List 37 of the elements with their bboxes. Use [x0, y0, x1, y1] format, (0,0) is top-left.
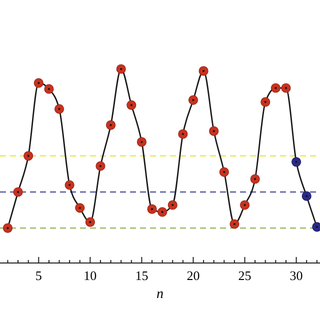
point	[209, 126, 219, 136]
point	[54, 104, 64, 114]
point	[240, 200, 250, 210]
point	[291, 157, 302, 167]
point	[75, 203, 85, 213]
x-tick-label: 25	[238, 268, 252, 283]
point	[24, 151, 34, 161]
point	[230, 219, 240, 229]
point	[260, 97, 270, 107]
point	[85, 217, 95, 227]
point	[198, 66, 208, 76]
point	[219, 167, 229, 177]
point	[147, 204, 157, 214]
point	[96, 161, 106, 171]
point	[250, 174, 260, 184]
x-tick-label: 15	[135, 268, 148, 283]
point	[168, 200, 178, 210]
x-tick-label: 10	[84, 268, 97, 283]
point	[116, 64, 126, 74]
point	[64, 180, 74, 190]
point	[270, 83, 280, 93]
point	[106, 120, 116, 130]
x-tick-label: 30	[290, 268, 303, 283]
point	[302, 191, 312, 201]
point	[34, 78, 44, 88]
point	[126, 100, 136, 110]
point	[178, 129, 188, 139]
point	[136, 137, 147, 147]
point	[281, 83, 291, 93]
point	[44, 84, 54, 94]
point	[158, 207, 168, 217]
x-axis-title: n	[156, 287, 164, 302]
point	[2, 223, 13, 233]
point	[13, 187, 23, 197]
x-tick-label: 5	[35, 268, 42, 283]
point	[188, 95, 198, 105]
x-tick-label: 20	[186, 268, 200, 283]
